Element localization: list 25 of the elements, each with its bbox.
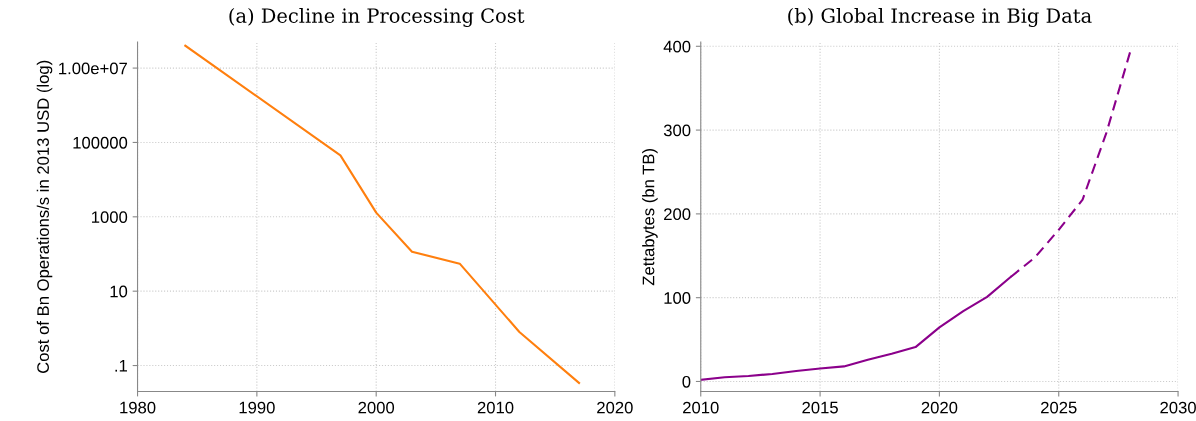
y-axis-title: Zettabytes (bn TB) — [642, 148, 658, 286]
y-tick-label: 1000 — [92, 211, 128, 224]
y-axis-title: Cost of Bn Operations/s in 2013 USD (log) — [36, 60, 53, 373]
x-tick-label: 2025 — [1041, 401, 1077, 414]
x-tick-label: 1990 — [239, 401, 275, 414]
y-tick-label: 300 — [663, 124, 691, 137]
y-tick-label: 200 — [664, 208, 691, 221]
y-tick-label: 1.00e+07 — [59, 62, 127, 75]
x-tick-label: 2030 — [1160, 401, 1196, 414]
y-tick-label: 10 — [110, 285, 128, 298]
x-tick-label: 2015 — [802, 401, 838, 414]
x-tick-label: 2010 — [683, 401, 719, 414]
chart-title: (b) Global Increase in Big Data — [788, 7, 1092, 27]
line-series — [184, 44, 581, 384]
y-tick-label: 100 — [664, 292, 691, 304]
x-tick-label: 2000 — [358, 401, 395, 414]
x-tick-label: 2020 — [921, 401, 958, 414]
chart-title: (a) Decline in Processing Cost — [229, 7, 525, 27]
y-tick-label: .1 — [115, 360, 128, 372]
y-tick-label: 400 — [663, 40, 691, 53]
x-tick-label: 1980 — [120, 401, 156, 414]
x-tick-label: 2020 — [597, 401, 633, 414]
y-tick-label: 100000 — [73, 136, 128, 149]
y-tick-label: 0 — [682, 375, 691, 388]
x-tick-label: 2010 — [477, 401, 514, 414]
